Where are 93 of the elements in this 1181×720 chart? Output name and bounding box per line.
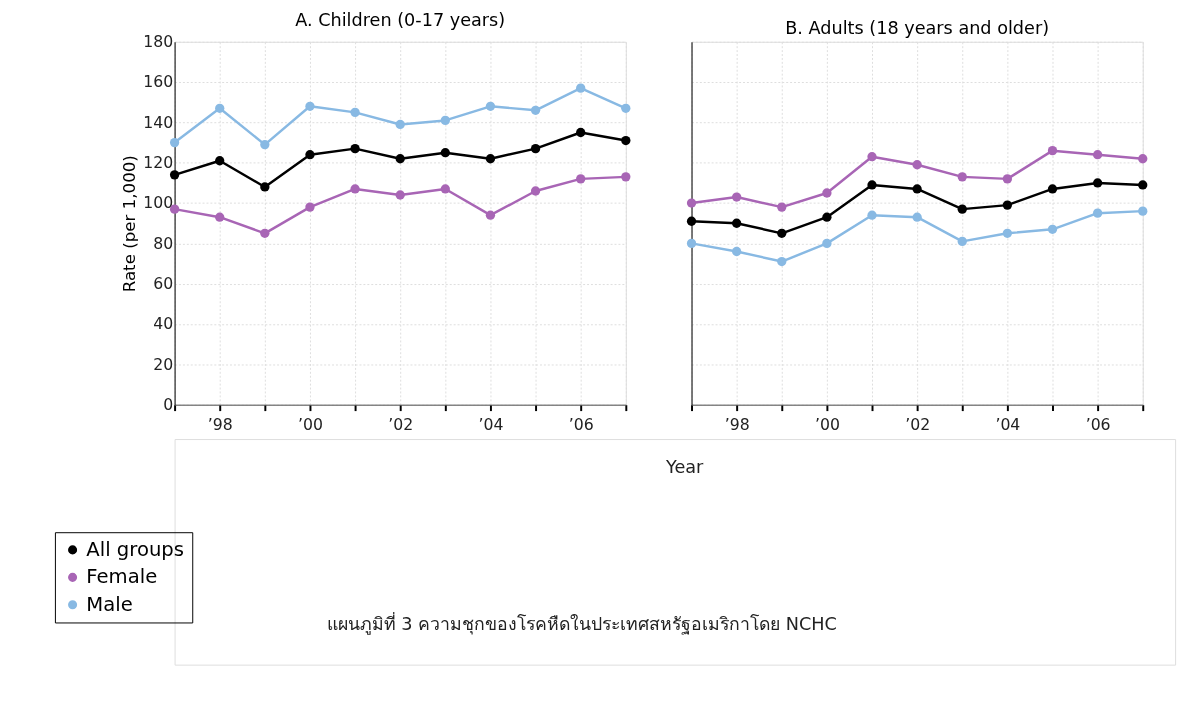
y-tick-label: 0 <box>163 395 174 415</box>
point <box>530 105 541 115</box>
point <box>485 154 496 164</box>
point <box>440 184 450 194</box>
point <box>621 135 631 146</box>
point <box>686 216 697 226</box>
point <box>1138 154 1148 164</box>
x-tick-label: ’04 <box>995 414 1021 434</box>
point <box>576 127 586 138</box>
y-axis-title: Rate (per 1,000) <box>120 155 140 293</box>
x-tick-label: ’02 <box>905 414 931 434</box>
point <box>260 182 270 192</box>
point <box>260 139 270 150</box>
point <box>440 115 450 126</box>
x-tick-label: ’06 <box>1085 414 1111 434</box>
x-tick-label: ’02 <box>388 414 414 434</box>
point <box>305 202 315 212</box>
y-tick-label: 100 <box>143 193 174 213</box>
y-tick-label: 160 <box>143 72 174 92</box>
chart-title: B. Adults (18 years and older) <box>785 17 1050 38</box>
point <box>350 184 360 194</box>
point <box>957 236 967 247</box>
point <box>686 238 697 249</box>
point <box>1092 208 1103 218</box>
point <box>530 144 541 154</box>
point <box>1092 150 1103 160</box>
point <box>732 246 742 257</box>
point <box>1047 184 1058 194</box>
point <box>1092 178 1103 188</box>
point <box>215 156 225 166</box>
x-tick-label: ’00 <box>297 414 323 434</box>
y-tick-label: 20 <box>153 354 174 374</box>
text: แผนภูมิที่ 3 ความชุกของโรคหืดในประเทศสหรัฐอเมริกาโดย NCHC <box>326 612 837 636</box>
point <box>912 212 922 222</box>
point <box>576 174 586 184</box>
x-tick-label: ’98 <box>207 414 233 434</box>
point <box>822 188 832 198</box>
point <box>957 172 967 182</box>
point <box>957 204 967 214</box>
legend-label: Male <box>86 592 133 616</box>
y-tick-label: 40 <box>153 314 174 334</box>
point <box>169 137 180 148</box>
point <box>867 180 877 190</box>
point <box>777 228 787 238</box>
y-tick-label: 60 <box>153 274 174 294</box>
point <box>485 101 496 111</box>
point <box>1002 174 1013 184</box>
legend-label: Female <box>86 565 158 589</box>
x-tick-label: ’98 <box>724 414 750 434</box>
point <box>1047 146 1058 156</box>
point <box>732 192 742 202</box>
y-tick-label: 140 <box>143 112 174 132</box>
x-tick-label: ’00 <box>814 414 840 434</box>
chart-title: A. Children (0-17 years) <box>295 10 506 31</box>
point <box>576 83 586 93</box>
point <box>912 184 922 194</box>
point <box>1002 228 1013 238</box>
point <box>867 210 877 220</box>
point <box>305 150 315 160</box>
point <box>867 152 877 162</box>
point <box>350 144 360 154</box>
point <box>395 190 405 200</box>
point <box>395 154 405 164</box>
point <box>260 228 270 238</box>
point <box>395 119 405 130</box>
y-tick-label: 80 <box>153 233 174 253</box>
point <box>440 148 450 158</box>
point <box>621 172 631 182</box>
y-tick-label: 120 <box>143 153 174 173</box>
x-tick-label: ’06 <box>568 414 594 434</box>
point <box>822 238 832 249</box>
x-axis-title: Year <box>664 457 705 478</box>
point <box>215 212 225 222</box>
point <box>732 218 742 228</box>
point <box>1138 206 1148 216</box>
point <box>912 160 922 170</box>
x-tick-label: ’04 <box>478 414 504 434</box>
point <box>1138 180 1148 190</box>
legend-label: All groups <box>86 537 185 561</box>
point <box>777 202 787 212</box>
point <box>169 170 180 180</box>
point <box>1002 200 1013 210</box>
point <box>777 256 787 267</box>
point <box>530 186 541 196</box>
point <box>1047 224 1058 234</box>
point <box>305 101 315 111</box>
point <box>215 103 225 113</box>
point <box>686 198 697 208</box>
point <box>621 103 631 113</box>
y-tick-label: 180 <box>143 32 174 52</box>
point <box>350 107 360 117</box>
point <box>822 212 832 222</box>
point <box>485 210 496 220</box>
